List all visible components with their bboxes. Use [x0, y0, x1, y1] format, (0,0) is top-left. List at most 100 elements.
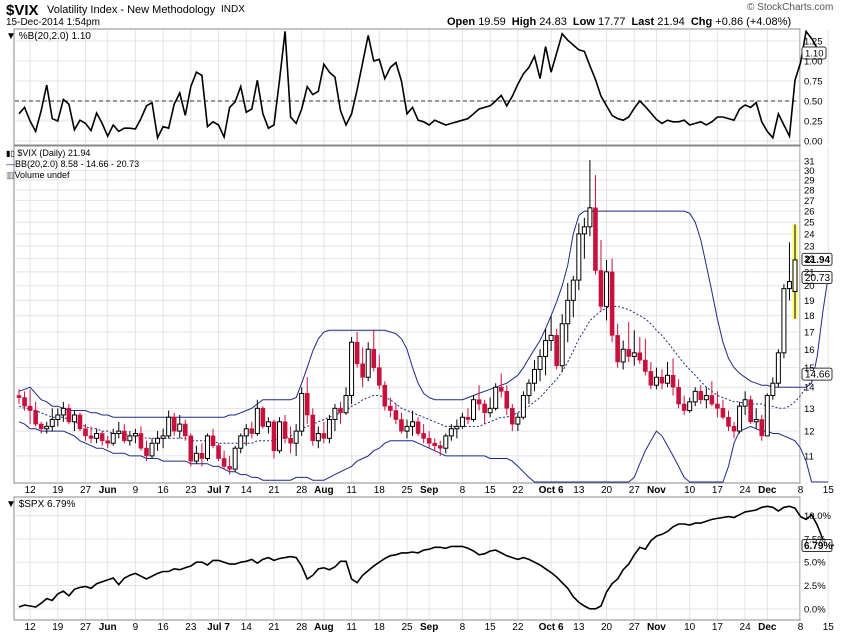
- y-tick-label: 12: [804, 427, 815, 438]
- y-tick-label: 25: [804, 218, 815, 229]
- x-tick-label: 14: [241, 485, 253, 496]
- candle-body-up: [775, 352, 781, 384]
- candle-body-up: [448, 428, 454, 437]
- open-value: 19.59: [478, 16, 506, 28]
- candle-body-up: [515, 416, 521, 425]
- candle-body-down: [681, 403, 687, 411]
- percent-b-title: %B(20,2.0) 1.10: [18, 31, 91, 42]
- spx-panel: 6.79%: [18, 505, 834, 610]
- candle-body-down: [554, 335, 559, 367]
- spx-last-label: 6.79%: [804, 541, 832, 552]
- x-tick-label: Jul 7: [207, 485, 230, 496]
- x-tick-label: 22: [512, 485, 524, 496]
- x-tick-label: 15: [823, 485, 835, 496]
- low-value: 17.77: [597, 16, 626, 28]
- candle-body-down: [670, 375, 676, 388]
- candle-body-down: [371, 348, 377, 368]
- y-tick-label: 18: [804, 311, 815, 322]
- x-tick-label: Aug: [314, 485, 333, 496]
- x-tick-label-bottom: 9: [133, 622, 139, 633]
- candle-body-up: [404, 425, 410, 432]
- candle-body-down: [122, 430, 127, 442]
- x-tick-label-bottom: 12: [25, 622, 37, 633]
- x-tick-label-bottom: 10: [684, 622, 696, 633]
- x-tick-label-bottom: 27: [80, 622, 92, 633]
- candle-body-down: [510, 408, 515, 425]
- vix-last-label-box: [801, 252, 833, 266]
- symbol-title: $VIX: [6, 2, 39, 19]
- percent-b-last-box: [801, 46, 827, 60]
- candle-body-up: [742, 399, 748, 407]
- x-tick-label-bottom: 22: [512, 622, 524, 633]
- x-tick-label: 13: [573, 485, 585, 496]
- bb-upper-band: [18, 210, 829, 418]
- candle-body-up: [110, 432, 116, 444]
- candle-body-up: [155, 437, 161, 444]
- y-tick-label: 14: [804, 383, 815, 394]
- candle-body-up: [526, 382, 532, 396]
- candle-body-down: [715, 403, 720, 409]
- candle-body-down: [465, 416, 471, 420]
- last-label: Last: [631, 16, 655, 28]
- candle-body-down: [22, 397, 27, 407]
- candle-body-down: [637, 352, 643, 361]
- candle-body-down: [626, 348, 632, 357]
- candle-body-down: [482, 403, 487, 414]
- candle-body-down: [709, 395, 715, 405]
- bb-lower-band: [18, 421, 829, 483]
- spx-legend: ▼ $SPX 6.79%: [6, 499, 75, 510]
- candle-body-down: [748, 399, 753, 423]
- spx-title: $SPX 6.79%: [18, 499, 76, 510]
- x-tick-label-bottom: 25: [401, 622, 413, 633]
- candle-body-up: [299, 392, 305, 432]
- candle-body-up: [49, 418, 55, 427]
- x-tick-label-bottom: 16: [158, 622, 170, 633]
- candle-body-down: [354, 341, 360, 365]
- y-tick-label: 0.75: [804, 77, 823, 88]
- bb-upper-label: 20.73: [805, 273, 830, 284]
- x-tick-label: 11: [346, 485, 357, 496]
- candle-body-up: [737, 405, 743, 432]
- candle-body-down: [83, 428, 88, 437]
- percent-b-last-label: 1.10: [805, 49, 824, 60]
- y-tick-label: 10.0%: [804, 511, 831, 522]
- y-tick-label: 11: [804, 451, 814, 462]
- candle-body-up: [60, 407, 66, 416]
- x-tick-label: Dec: [758, 485, 777, 496]
- candle-body-down: [426, 438, 432, 444]
- x-tick-label: 19: [52, 485, 64, 496]
- x-tick-label: Sep: [420, 485, 438, 496]
- candle-body-down: [421, 433, 426, 439]
- x-tick-label-bottom: 15: [485, 622, 497, 633]
- candle-body-down: [321, 433, 327, 439]
- x-tick-label: 16: [158, 485, 170, 496]
- high-label: High: [511, 16, 537, 28]
- candle-body-up: [349, 341, 355, 396]
- candle-body-up: [581, 226, 587, 235]
- x-tick-label-bottom: 11: [346, 622, 357, 633]
- candle-body-down: [720, 408, 726, 418]
- candle-body-up: [443, 435, 449, 449]
- candle-body-down: [726, 416, 731, 427]
- bb-middle-band: [18, 305, 818, 444]
- candle-body-up: [570, 279, 576, 301]
- candle-body-down: [399, 419, 404, 432]
- candle-body-up: [71, 414, 77, 423]
- change-label: Chg: [690, 16, 713, 28]
- y-tick-label: 16: [804, 345, 815, 356]
- x-tick-label-bottom: Dec: [758, 622, 777, 633]
- candle-body-down: [221, 458, 227, 467]
- candle-body-up: [293, 430, 299, 444]
- candle-body-up: [792, 259, 798, 292]
- x-tick-label: 8: [460, 485, 466, 496]
- candle-body-down: [27, 405, 33, 411]
- y-tick-label: 22: [804, 254, 815, 265]
- candle-body-up: [44, 425, 50, 430]
- x-tick-label-bottom: 8: [460, 622, 466, 633]
- x-tick-label-bottom: 24: [740, 622, 752, 633]
- candle-body-up: [132, 432, 138, 437]
- candle-body-down: [376, 367, 382, 386]
- x-tick-label-bottom: Jun: [99, 622, 117, 633]
- x-tick-label: 15: [485, 485, 497, 496]
